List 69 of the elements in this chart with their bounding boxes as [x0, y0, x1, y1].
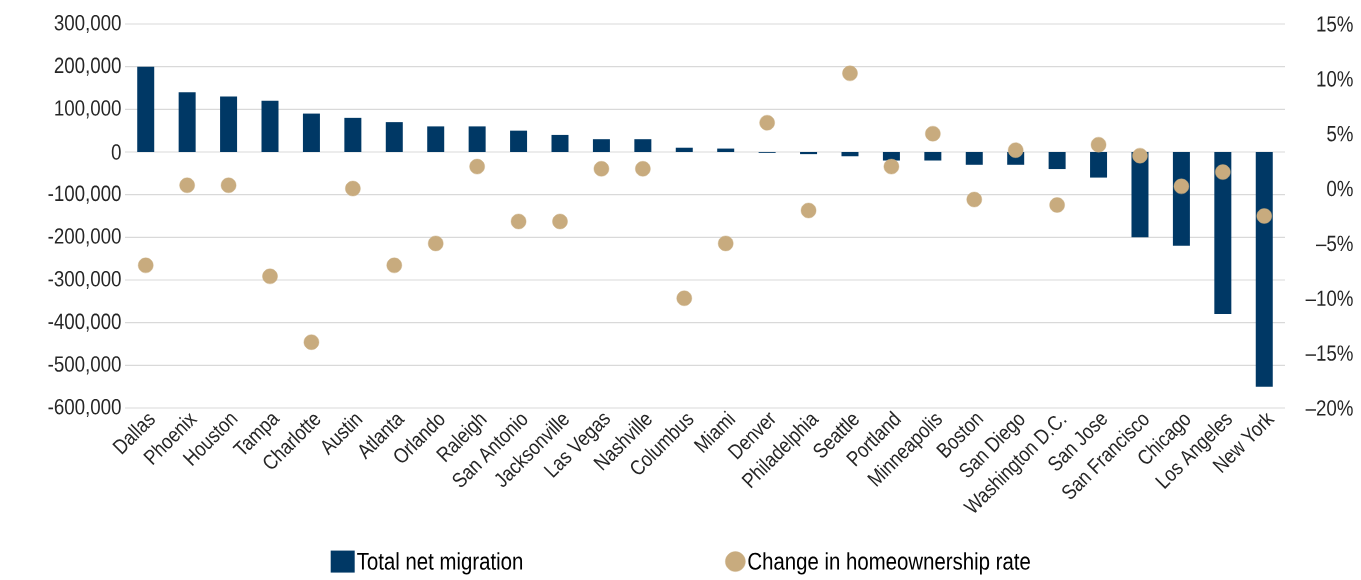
y-tick-label: 300,000: [54, 14, 121, 34]
point: [1173, 178, 1190, 195]
bar: [841, 151, 859, 157]
bar: [468, 126, 486, 152]
bar: [1090, 151, 1108, 178]
point: [1132, 147, 1148, 164]
point: [718, 235, 734, 252]
bar: [1048, 151, 1066, 170]
point: [635, 161, 651, 177]
y-tick-label: 200,000: [54, 57, 121, 76]
y2-tick-label: 0%: [1327, 180, 1353, 197]
point: [925, 126, 941, 142]
point: [842, 65, 858, 82]
point: [1090, 136, 1107, 153]
bar: [302, 113, 320, 152]
y-tick-label: -300,000: [48, 270, 121, 290]
point: [1256, 208, 1272, 224]
bar: [924, 151, 942, 161]
bar: [634, 139, 652, 152]
point: [1215, 164, 1231, 180]
bar: [427, 126, 445, 152]
y2-tick-label: –15%: [1305, 345, 1353, 361]
y2-tick-label: 5%: [1327, 125, 1353, 142]
y2-tick-label: –5%: [1316, 235, 1353, 252]
legend-label: Total net migration: [357, 552, 523, 575]
point: [179, 177, 195, 193]
bar: [510, 130, 528, 152]
y2-tick-label: –20%: [1305, 400, 1353, 416]
bar: [1255, 151, 1273, 387]
point: [1049, 197, 1065, 213]
bar: [1214, 151, 1232, 315]
y2-tick-label: 15%: [1317, 16, 1353, 32]
y2-tick-label: –10%: [1305, 290, 1353, 307]
point: [469, 158, 485, 175]
bar: [675, 147, 693, 152]
bar: [137, 66, 155, 152]
y-tick-label: -200,000: [48, 228, 121, 247]
bar: [178, 92, 196, 152]
bar: [551, 134, 569, 152]
bar: [965, 151, 983, 165]
point: [262, 268, 278, 285]
y-tick-label: 100,000: [55, 100, 121, 119]
point: [510, 213, 527, 230]
bar: [261, 100, 279, 152]
point: [800, 202, 817, 219]
point: [966, 191, 982, 208]
point: [138, 257, 154, 274]
point: [883, 158, 900, 175]
point: [759, 115, 775, 131]
y-tick-label: -500,000: [48, 356, 121, 375]
point: [220, 177, 237, 193]
bar: [385, 122, 403, 152]
point: [552, 213, 568, 230]
bar: [344, 117, 362, 152]
legend-label: Change in homeownership rate: [748, 552, 1030, 575]
y-tick-label: 0: [111, 144, 121, 160]
bar: [800, 151, 818, 155]
point: [303, 334, 320, 350]
bar: [592, 139, 610, 152]
point: [386, 257, 402, 274]
point: [593, 161, 610, 177]
point: [1008, 142, 1024, 158]
bar: [220, 96, 238, 152]
point: [676, 290, 692, 306]
y2-tick-label: 10%: [1317, 71, 1353, 87]
point: [428, 235, 444, 252]
y-tick-label: -400,000: [48, 313, 121, 332]
y-tick-label: -100,000: [48, 185, 121, 204]
point: [345, 180, 361, 197]
